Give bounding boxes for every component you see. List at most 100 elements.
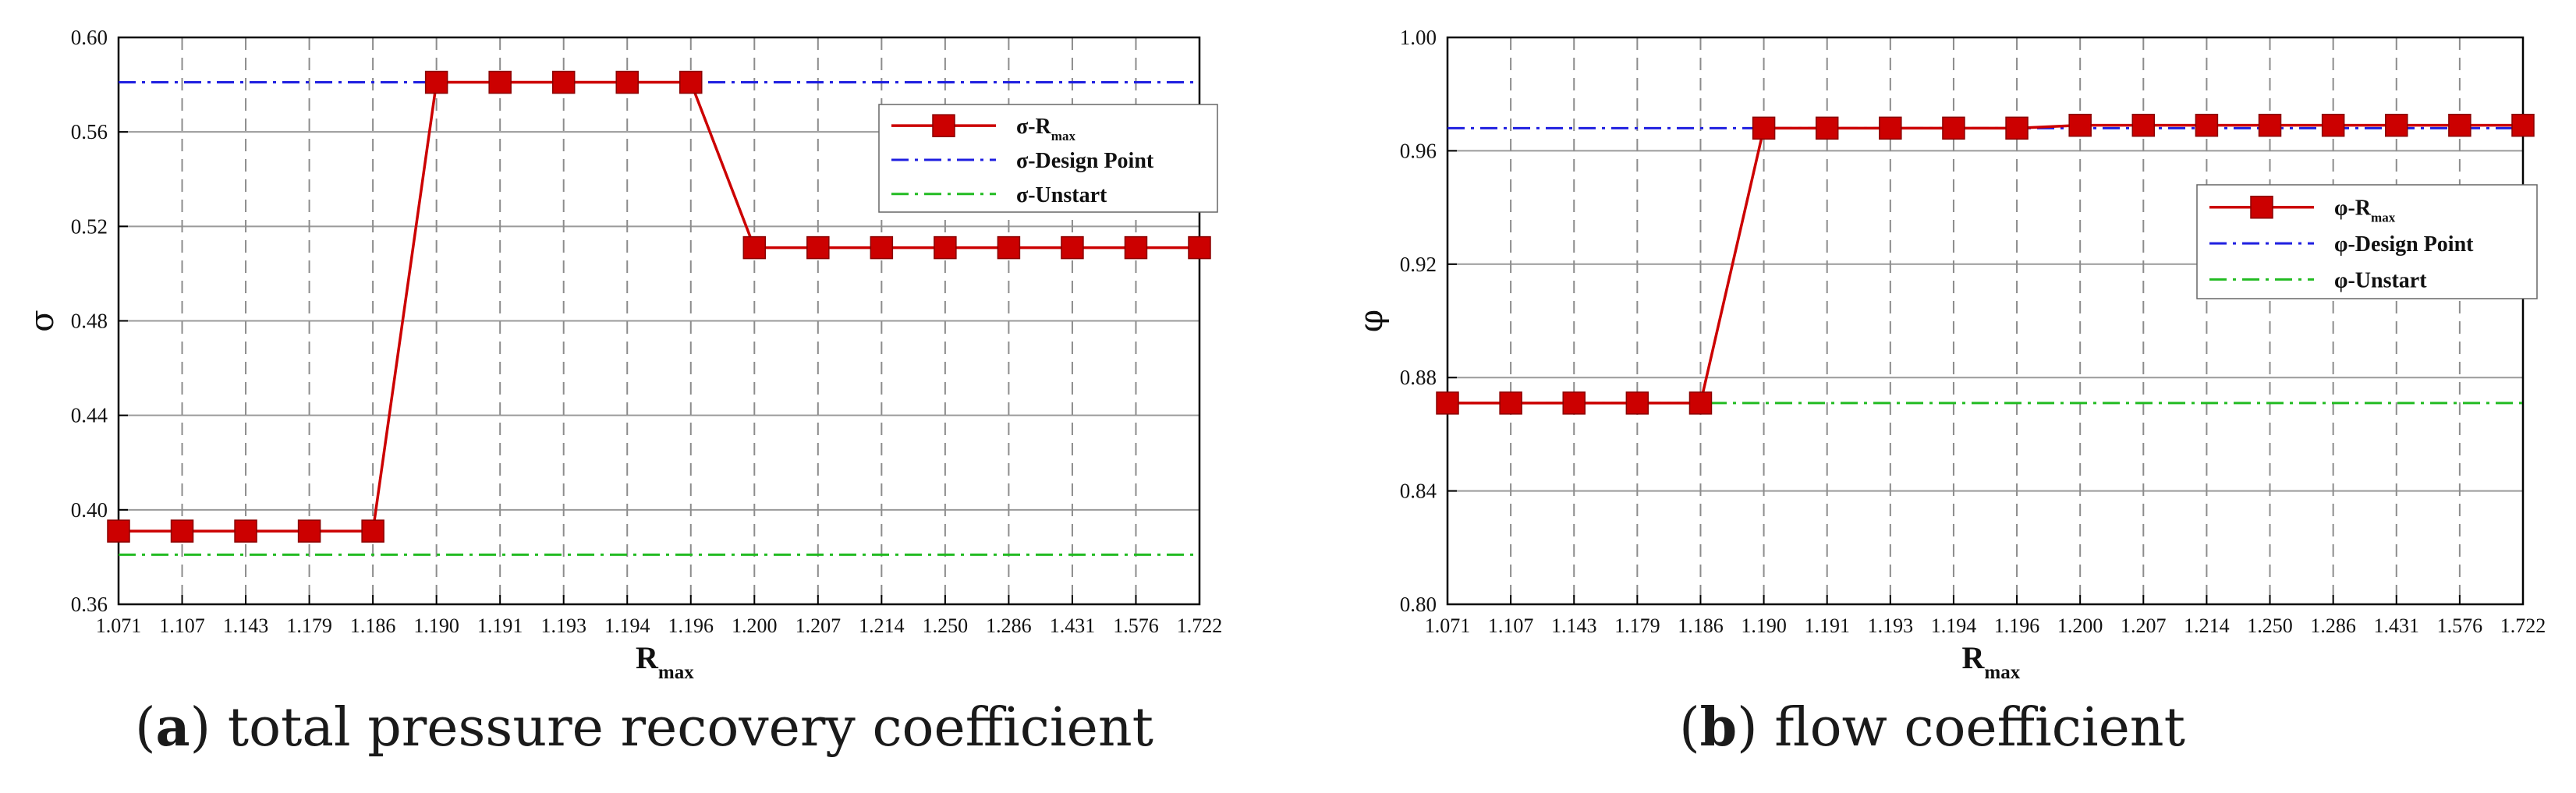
data-point-marker [488, 70, 512, 94]
data-point-marker [2258, 113, 2282, 137]
data-point-marker [361, 519, 384, 543]
data-point-marker [997, 235, 1021, 260]
x-tick-label: 1.186 [350, 614, 396, 637]
y-tick-label: 0.36 [71, 593, 108, 616]
data-point-marker [2511, 113, 2535, 137]
legend-entry-label-main: φ-Unstart [2334, 268, 2427, 292]
caption-a-label: a [155, 696, 190, 759]
data-point-marker [424, 70, 448, 94]
legend-entry-label: σ-Rmax [1016, 115, 1075, 143]
y-tick-label: 0.40 [71, 498, 108, 522]
y-tick-label: 1.00 [1400, 26, 1437, 49]
x-tick-label: 1.193 [1868, 614, 1914, 637]
x-axis-label-b: Rmax [1962, 640, 2021, 683]
y-tick-label: 0.60 [71, 26, 108, 49]
data-point-marker [1124, 235, 1148, 260]
x-tick-label: 1.191 [477, 614, 523, 637]
x-tick-label: 1.194 [1931, 614, 1977, 637]
legend-entry-label-main: φ-Design Point [2334, 232, 2474, 257]
data-point-marker [934, 235, 957, 260]
legend-entry-label-main: σ-R [1016, 115, 1052, 139]
data-point-marker [1436, 391, 1459, 415]
x-tick-label: 1.200 [2057, 614, 2103, 637]
axes-frame-a [117, 36, 1201, 606]
legend-entry-label-main: φ-R [2334, 196, 2372, 221]
data-point-marker [1942, 116, 1965, 140]
x-tick-label: 1.191 [1804, 614, 1850, 637]
legend-entry-label: φ-Design Point [2334, 232, 2474, 257]
y-tick-label: 0.84 [1400, 480, 1437, 503]
x-tick-label: 1.722 [2500, 614, 2546, 637]
data-point-marker [742, 235, 767, 260]
panel-b: 0.80 0.84 0.88 0.92 0.96 1.00 1.071 1.107 1.143 1… [1288, 0, 2576, 793]
x-tick-label: 1.179 [286, 614, 332, 637]
legend-entry-label-sub: max [1051, 129, 1076, 143]
data-point-marker [107, 519, 130, 543]
data-point-marker [1752, 116, 1776, 140]
y-tick-label: 0.88 [1400, 366, 1437, 389]
data-point-marker [2131, 113, 2156, 137]
x-tick-label: 1.214 [859, 614, 905, 637]
y-axis-label-a: σ [23, 310, 61, 332]
data-point-marker [2005, 116, 2029, 140]
axes-frame-b [1446, 36, 2525, 606]
legend-entry-label: φ-Rmax [2334, 196, 2396, 225]
data-point-marker [1562, 391, 1586, 415]
x-tick-label: 1.107 [159, 614, 205, 637]
x-axis-label-b-sub: max [1984, 662, 2020, 683]
x-axis-label-a-sub: max [658, 662, 694, 683]
x-tick-label: 1.179 [1614, 614, 1660, 637]
legend-entry-label: φ-Unstart [2334, 268, 2427, 292]
x-tick-label: 1.071 [96, 614, 142, 637]
legend-entry-label: σ-Unstart [1016, 183, 1107, 207]
legend-swatch-marker [2250, 195, 2273, 219]
data-point-marker [234, 519, 257, 543]
legend-swatch-marker [932, 114, 955, 137]
caption-b: (b) flow coefficient [1679, 696, 2185, 759]
y-tick-label: 0.96 [1400, 139, 1437, 162]
data-point-marker [2321, 113, 2345, 137]
chart-a-plot: 0.36 0.40 0.44 0.48 0.52 0.56 0.60 1.071 1.107 1.… [23, 26, 1223, 683]
data-point-marker [2195, 113, 2219, 137]
caption-b-label: b [1699, 696, 1738, 759]
data-point-marker [1879, 116, 1902, 140]
data-point-marker [2068, 113, 2092, 137]
x-tick-label: 1.722 [1177, 614, 1223, 637]
x-tick-label: 1.190 [1741, 614, 1787, 637]
data-point-marker [1061, 235, 1084, 260]
data-point-marker [870, 235, 894, 260]
x-tick-label: 1.186 [1678, 614, 1724, 637]
data-point-marker [615, 70, 639, 94]
y-tick-label: 0.48 [71, 310, 108, 333]
data-point-marker [2385, 113, 2408, 137]
caption-a: (a) total pressure recovery coefficient [135, 696, 1153, 759]
data-point-marker [170, 519, 194, 543]
x-axis-label-a: Rmax [636, 640, 694, 683]
legend-entry-label-main: σ-Unstart [1016, 183, 1107, 207]
x-tick-label: 1.286 [986, 614, 1032, 637]
x-tick-label: 1.576 [2437, 614, 2483, 637]
data-point-marker [1815, 116, 1839, 140]
plot-area-b [1447, 37, 2523, 604]
x-tick-label: 1.143 [1551, 614, 1597, 637]
x-tick-label: 1.207 [2121, 614, 2167, 637]
data-point-marker [1188, 235, 1211, 260]
y-tick-label: 0.80 [1400, 593, 1437, 616]
x-tick-label: 1.190 [413, 614, 459, 637]
caption-b-text: flow coefficient [1774, 697, 2185, 759]
data-point-marker [551, 70, 576, 94]
x-tick-label: 1.071 [1425, 614, 1471, 637]
data-point-marker [297, 519, 321, 543]
legend-entry-label-sub: max [2371, 211, 2396, 225]
chart-b-plot: 0.80 0.84 0.88 0.92 0.96 1.00 1.071 1.107 1.143 1… [1352, 26, 2546, 683]
data-point-marker [1499, 391, 1522, 415]
panel-a: 0.36 0.40 0.44 0.48 0.52 0.56 0.60 1.071 1.107 1.… [23, 26, 1223, 759]
x-tick-label: 1.207 [795, 614, 842, 637]
x-tick-label: 1.431 [1050, 614, 1096, 637]
x-tick-label: 1.196 [1994, 614, 2040, 637]
y-tick-label: 0.44 [71, 404, 108, 427]
x-tick-label: 1.107 [1488, 614, 1534, 637]
legend-entry-label-main: σ-Design Point [1016, 149, 1154, 173]
x-tick-label: 1.143 [223, 614, 269, 637]
